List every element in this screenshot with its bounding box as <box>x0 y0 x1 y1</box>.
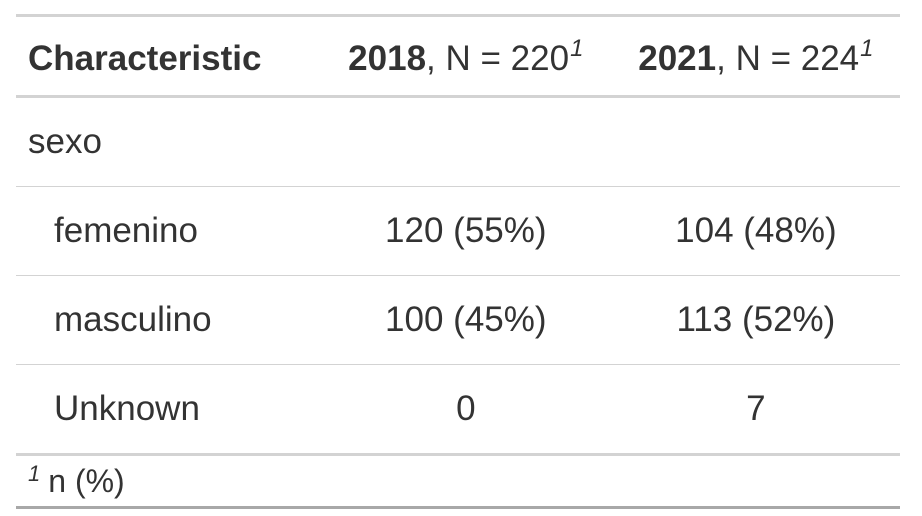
table-row: masculino 100 (45%) 113 (52%) <box>16 275 900 365</box>
row-label: femenino <box>16 186 320 276</box>
table-footnote-row: 1 n (%) <box>16 454 900 509</box>
summary-table: Characteristic 2018, N = 2201 2021, N = … <box>16 14 900 509</box>
row-value-2021: 7 <box>611 364 900 456</box>
group-label-sexo: sexo <box>16 96 320 187</box>
header-2018-n: , N = 220 <box>426 39 570 78</box>
footnote-text: n (%) <box>48 462 125 499</box>
header-2021-footnote-marker: 1 <box>860 35 874 62</box>
header-2018-year: 2018 <box>348 39 427 78</box>
row-value-2021: 113 (52%) <box>611 275 900 365</box>
header-2021-n: , N = 224 <box>716 39 860 78</box>
footnote-marker: 1 <box>28 460 41 486</box>
table-row: Unknown 0 7 <box>16 364 900 456</box>
row-label: masculino <box>16 275 320 365</box>
row-value-2018: 0 <box>319 364 612 456</box>
header-2021: 2021, N = 2241 <box>611 15 900 98</box>
table-footnote: 1 n (%) <box>16 454 900 509</box>
header-2018-footnote-marker: 1 <box>570 35 584 62</box>
row-label: Unknown <box>16 364 320 456</box>
table-header-row: Characteristic 2018, N = 2201 2021, N = … <box>16 15 900 98</box>
row-value-2021: 104 (48%) <box>611 186 900 276</box>
row-value-2018: 120 (55%) <box>319 186 612 276</box>
header-2021-year: 2021 <box>638 39 717 78</box>
header-characteristic: Characteristic <box>16 15 320 98</box>
header-characteristic-label: Characteristic <box>28 39 262 78</box>
row-value-2018: 100 (45%) <box>319 275 612 365</box>
group-cell-2021 <box>611 96 900 187</box>
group-cell-2018 <box>319 96 612 187</box>
header-2018: 2018, N = 2201 <box>319 15 612 98</box>
table-row: femenino 120 (55%) 104 (48%) <box>16 186 900 276</box>
table-row-group: sexo <box>16 96 900 187</box>
